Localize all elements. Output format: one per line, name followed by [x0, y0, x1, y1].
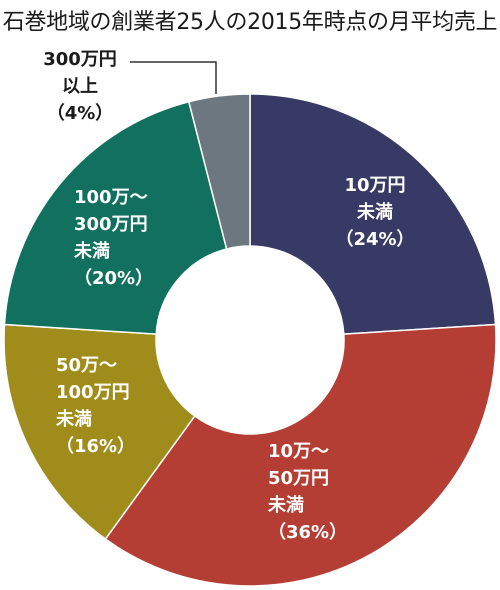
- donut-slice-d: [3, 100, 228, 335]
- slice-value-label: （36%）: [268, 522, 348, 543]
- slice-label-500k-1m: 50万～ 100万円 未満 （16%）: [56, 352, 166, 460]
- slice-value-label: （20%）: [74, 268, 154, 289]
- chart-title: 石巻地域の創業者25人の2015年時点の月平均売上: [2, 10, 498, 35]
- slice-label-line: 未満: [357, 202, 393, 223]
- slice-label-under-100k: 10万円 未満 （24%）: [320, 172, 430, 253]
- slice-value-label: （16%）: [56, 436, 136, 457]
- slice-label-1m-3m: 100万～ 300万円 未満 （20%）: [74, 184, 184, 292]
- slice-label-line: 50万～: [56, 355, 118, 376]
- donut-slice-a: [249, 93, 497, 335]
- slice-label-line: 未満: [56, 409, 92, 430]
- donut-slice-e: [187, 93, 251, 250]
- slice-label-line: 300万円: [74, 214, 148, 235]
- slice-label-line: 未満: [268, 495, 304, 516]
- slice-label-100k-500k: 10万～ 50万円 未満 （36%）: [268, 438, 388, 546]
- slice-label-line: 10万～: [268, 441, 330, 462]
- donut-slice-c: [3, 323, 196, 541]
- slice-value-label: （24%）: [335, 229, 415, 250]
- slice-label-line: 未満: [74, 241, 110, 262]
- slice-label-line: 以上: [62, 76, 98, 97]
- slice-label-line: 10万円: [344, 175, 406, 196]
- slice-label-line: 50万円: [268, 468, 330, 489]
- slice-value-label: （4%）: [46, 103, 114, 124]
- slice-label-over-3m: 300万円 以上 （4%）: [30, 46, 130, 127]
- leader-line: [130, 61, 217, 94]
- donut-slices: [3, 93, 497, 587]
- slice-label-line: 100万円: [56, 382, 130, 403]
- donut-slice-b: [104, 323, 497, 587]
- slice-label-line: 300万円: [43, 49, 117, 70]
- slice-label-line: 100万～: [74, 187, 148, 208]
